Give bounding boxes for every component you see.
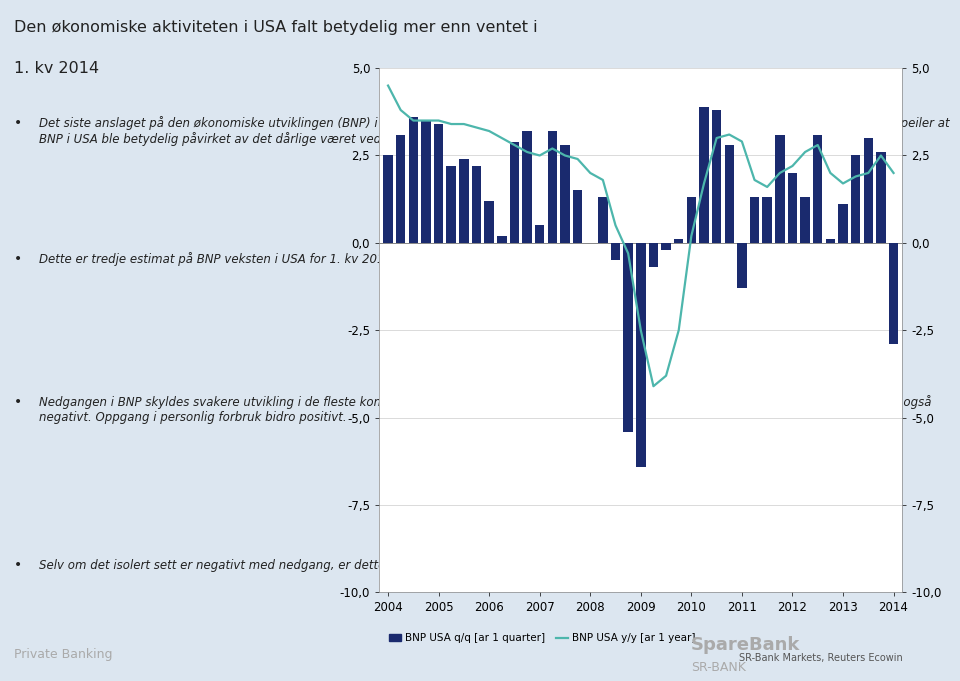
- Text: Selv om det isolert sett er negativt med nedgang, er dette bak i tid og utviklin: Selv om det isolert sett er negativt med…: [38, 558, 888, 573]
- Bar: [775, 135, 784, 243]
- Text: Nedgangen i BNP skyldes svakere utvikling i de fleste komponenter som eksport, o: Nedgangen i BNP skyldes svakere utviklin…: [38, 395, 931, 424]
- Bar: [750, 197, 759, 243]
- Text: •: •: [14, 395, 22, 409]
- Bar: [535, 225, 544, 243]
- Bar: [712, 110, 721, 243]
- Bar: [573, 191, 583, 243]
- Text: SR-Bank Markets, Reuters Ecowin: SR-Bank Markets, Reuters Ecowin: [738, 653, 902, 663]
- Text: •: •: [14, 116, 22, 130]
- Bar: [686, 197, 696, 243]
- Text: •: •: [14, 252, 22, 266]
- Bar: [598, 197, 608, 243]
- Bar: [471, 166, 481, 243]
- Bar: [762, 197, 772, 243]
- Bar: [459, 159, 468, 243]
- Bar: [623, 243, 633, 432]
- Text: •: •: [14, 558, 22, 573]
- Bar: [661, 243, 671, 250]
- Bar: [737, 243, 747, 288]
- Bar: [649, 243, 659, 268]
- Text: Den økonomiske aktiviteten i USA falt betydelig mer enn ventet i: Den økonomiske aktiviteten i USA falt be…: [14, 20, 538, 35]
- Bar: [434, 124, 444, 243]
- Bar: [788, 173, 797, 243]
- Bar: [864, 138, 873, 243]
- Bar: [801, 197, 810, 243]
- Bar: [851, 155, 860, 243]
- Bar: [547, 131, 557, 243]
- Bar: [889, 243, 899, 345]
- Bar: [636, 243, 645, 466]
- Bar: [383, 155, 393, 243]
- Bar: [396, 135, 405, 243]
- Text: Det siste anslaget på den økonomiske utviklingen (BNP) i 2. kv 2014 i USA viser : Det siste anslaget på den økonomiske utv…: [38, 116, 949, 146]
- Bar: [611, 243, 620, 260]
- Bar: [409, 117, 418, 243]
- Bar: [838, 204, 848, 243]
- Legend: BNP USA q/q [ar 1 quarter], BNP USA y/y [ar 1 year]: BNP USA q/q [ar 1 quarter], BNP USA y/y …: [384, 629, 700, 648]
- Bar: [876, 152, 886, 243]
- Text: Dette er tredje estimat på BNP veksten i USA for 1. kv 2014. Første estimat vist: Dette er tredje estimat på BNP veksten i…: [38, 252, 811, 266]
- Text: 1. kv 2014: 1. kv 2014: [14, 61, 99, 76]
- Text: SpareBank: SpareBank: [691, 636, 801, 654]
- Bar: [699, 106, 708, 243]
- Bar: [813, 135, 823, 243]
- Bar: [510, 142, 519, 243]
- Bar: [446, 166, 456, 243]
- Bar: [485, 201, 493, 243]
- Bar: [674, 240, 684, 243]
- Bar: [561, 145, 569, 243]
- Text: SR-BANK: SR-BANK: [691, 661, 746, 674]
- Bar: [826, 240, 835, 243]
- Bar: [421, 121, 431, 243]
- Bar: [522, 131, 532, 243]
- Bar: [725, 145, 734, 243]
- Bar: [497, 236, 507, 243]
- Text: Private Banking: Private Banking: [14, 648, 112, 661]
